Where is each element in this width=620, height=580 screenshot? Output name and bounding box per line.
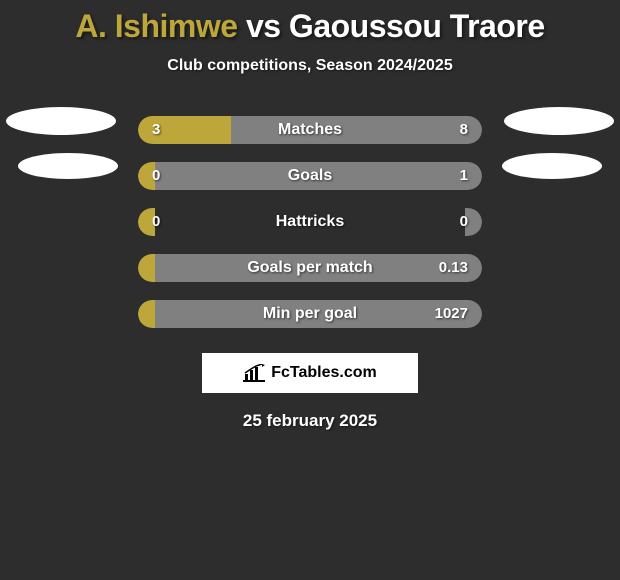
stat-value-player2: 0 — [460, 208, 468, 236]
bar-track: Goals0 1 — [138, 162, 482, 190]
stat-label: Goals per match — [138, 254, 482, 282]
stat-value-player2: 8 — [460, 116, 468, 144]
source-badge-text: FcTables.com — [271, 364, 377, 382]
page-title: A. Ishimwe vs Gaoussou Traore — [0, 8, 620, 45]
stat-row: Matches3 8 — [0, 107, 620, 153]
date-label: 25 february 2025 — [0, 411, 620, 431]
source-badge-wrap: FcTables.com — [0, 353, 620, 393]
stat-row: Min per goal1027 — [0, 291, 620, 337]
stat-label: Matches — [138, 116, 482, 144]
stat-row: Goals per match0.13 — [0, 245, 620, 291]
bar-track: Hattricks0 0 — [138, 208, 482, 236]
stat-row: Hattricks0 0 — [0, 199, 620, 245]
stat-label: Goals — [138, 162, 482, 190]
chart-area: Matches38Goals01Hattricks00Goals per mat… — [0, 107, 620, 337]
stat-label: Min per goal — [138, 300, 482, 328]
vs-separator: vs — [246, 8, 281, 44]
stat-value-player1: 3 — [152, 116, 160, 144]
chart-icon — [243, 364, 265, 382]
bar-track: Goals per match0.13 — [138, 254, 482, 282]
stat-value-player1: 0 — [152, 208, 160, 236]
subtitle: Club competitions, Season 2024/2025 — [0, 57, 620, 75]
bar-track: Min per goal1027 — [138, 300, 482, 328]
stat-row: Goals0 1 — [0, 153, 620, 199]
player2-name: Gaoussou Traore — [289, 8, 545, 44]
bar-track: Matches3 8 — [138, 116, 482, 144]
comparison-widget: A. Ishimwe vs Gaoussou Traore Club compe… — [0, 0, 620, 431]
stat-value-player2: 1027 — [435, 300, 468, 328]
source-badge[interactable]: FcTables.com — [202, 353, 418, 393]
player1-name: A. Ishimwe — [75, 8, 237, 44]
stat-value-player2: 0.13 — [439, 254, 468, 282]
stat-rows: Matches38Goals01Hattricks00Goals per mat… — [0, 107, 620, 337]
stat-label: Hattricks — [138, 208, 482, 236]
stat-value-player2: 1 — [460, 162, 468, 190]
stat-value-player1: 0 — [152, 162, 160, 190]
